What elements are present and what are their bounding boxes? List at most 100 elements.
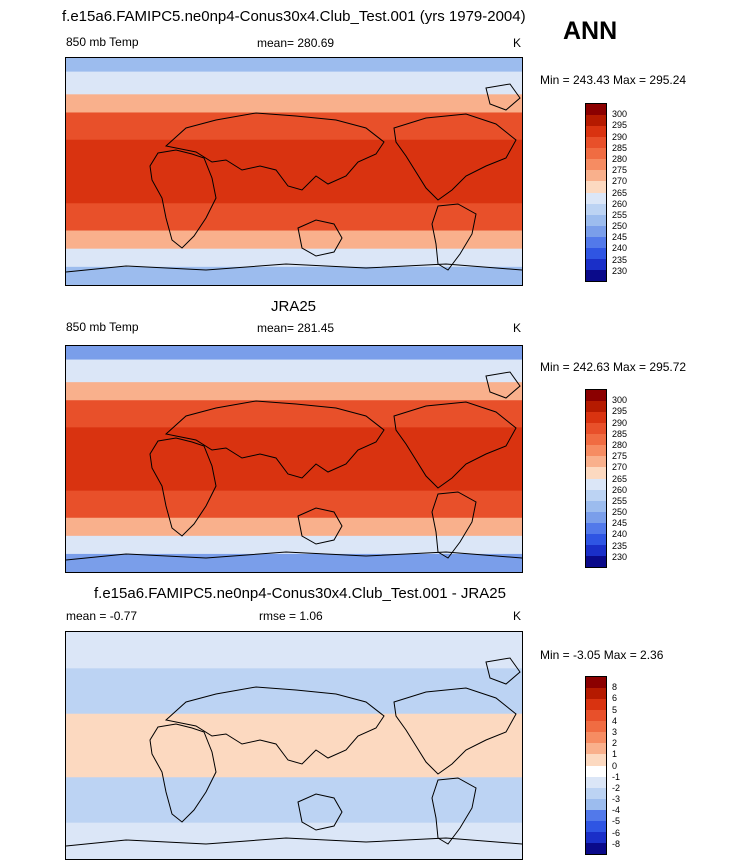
colorbar-label: 275 xyxy=(612,165,628,176)
coastline xyxy=(485,83,521,111)
map-band xyxy=(66,139,522,204)
colorbar-swatch xyxy=(586,489,606,501)
colorbar-label: -6 xyxy=(612,827,621,838)
map-band xyxy=(66,427,522,492)
colorbar-swatch xyxy=(586,820,606,832)
colorbar-swatch xyxy=(586,533,606,545)
colorbar-label: 4 xyxy=(612,715,618,726)
colorbar-label: 8 xyxy=(612,682,618,693)
colorbar-label: 295 xyxy=(612,406,628,417)
colorbar-label: -3 xyxy=(612,794,621,805)
colorbar-label: 240 xyxy=(612,529,628,540)
colorbar-label: 300 xyxy=(612,395,628,406)
coastline xyxy=(485,657,521,685)
map-band xyxy=(66,517,522,537)
colorbar-swatch xyxy=(586,699,606,711)
map-band xyxy=(66,230,522,250)
coastline xyxy=(297,793,343,831)
map-band xyxy=(66,58,522,73)
map-band xyxy=(66,777,522,806)
coastline xyxy=(297,507,343,545)
colorbar-label: -4 xyxy=(612,805,621,816)
colorbar-swatch xyxy=(586,721,606,733)
colorbar-swatch xyxy=(586,104,606,116)
colorbar-label: 6 xyxy=(612,693,618,704)
colorbar-swatch xyxy=(586,831,606,843)
coastline xyxy=(149,149,217,249)
colorbar-swatch xyxy=(586,159,606,171)
map-band xyxy=(66,804,522,824)
map-band xyxy=(66,632,522,647)
colorbar-label: 260 xyxy=(612,484,628,495)
colorbar-label: 285 xyxy=(612,142,628,153)
map-band xyxy=(66,112,522,141)
colorbar-label: 230 xyxy=(612,551,628,562)
colorbar-label: 265 xyxy=(612,187,628,198)
panel3-map xyxy=(65,631,523,860)
colorbar-swatch xyxy=(586,412,606,424)
map-band xyxy=(66,248,522,268)
colorbar-swatch xyxy=(586,511,606,523)
colorbar-swatch xyxy=(586,765,606,777)
colorbar-label: 255 xyxy=(612,209,628,220)
colorbar-label: -2 xyxy=(612,782,621,793)
colorbar-swatch xyxy=(586,787,606,799)
colorbar-swatch xyxy=(586,809,606,821)
colorbar-label: 260 xyxy=(612,198,628,209)
map-band xyxy=(66,668,522,687)
map-band xyxy=(66,535,522,555)
coastline xyxy=(431,203,477,271)
coastline xyxy=(297,219,343,257)
panel1-mean-label: mean= 280.69 xyxy=(257,36,335,50)
colorbar-swatch xyxy=(586,203,606,215)
map-band xyxy=(66,346,522,361)
colorbar-swatch xyxy=(586,269,606,281)
colorbar-label: 290 xyxy=(612,131,628,142)
coastline xyxy=(431,777,477,845)
panel1-variable-label: 850 mb Temp xyxy=(66,35,139,49)
colorbar-label: -1 xyxy=(612,771,621,782)
colorbar-swatch xyxy=(586,225,606,237)
colorbar-swatch xyxy=(586,677,606,689)
panel2-variable-label: 850 mb Temp xyxy=(66,320,139,334)
colorbar-swatch xyxy=(586,743,606,755)
map-band xyxy=(66,840,522,859)
map-band xyxy=(66,400,522,428)
panel2-minmax: Min = 242.63 Max = 295.72 xyxy=(540,360,687,374)
coastline xyxy=(164,112,385,191)
colorbar-swatch xyxy=(586,688,606,700)
colorbar-label: 285 xyxy=(612,428,628,439)
panel3-rmse-label: rmse = 1.06 xyxy=(259,609,323,623)
map-band xyxy=(66,359,522,383)
panel3-mean-label: mean = -0.77 xyxy=(66,609,138,623)
colorbar-swatch xyxy=(586,192,606,204)
colorbar-label: 265 xyxy=(612,473,628,484)
colorbar-swatch xyxy=(586,423,606,435)
colorbar-label: 5 xyxy=(612,704,618,715)
coastline xyxy=(393,401,517,489)
panel1-map xyxy=(65,57,523,286)
colorbar-swatch xyxy=(586,456,606,468)
colorbar-swatch xyxy=(586,247,606,259)
panel1-minmax: Min = 243.43 Max = 295.24 xyxy=(540,73,687,87)
colorbar-swatch xyxy=(586,500,606,512)
colorbar-label: 300 xyxy=(612,109,628,120)
colorbar-label: 240 xyxy=(612,243,628,254)
map-band xyxy=(66,94,522,113)
colorbar-swatch xyxy=(586,522,606,534)
colorbar-swatch xyxy=(586,236,606,248)
coastline xyxy=(66,551,522,561)
colorbar-swatch xyxy=(586,754,606,766)
colorbar-label: -8 xyxy=(612,838,621,849)
colorbar-swatch xyxy=(586,401,606,413)
panel2-title: JRA25 xyxy=(271,298,317,315)
colorbar-swatch xyxy=(586,842,606,854)
colorbar-swatch xyxy=(586,732,606,744)
colorbar-swatch xyxy=(586,555,606,567)
colorbar-label: 250 xyxy=(612,507,628,518)
colorbar-label: 235 xyxy=(612,254,628,265)
panel2-units-label: K xyxy=(513,321,522,335)
colorbar-label: 280 xyxy=(612,153,628,164)
colorbar-label: 270 xyxy=(612,462,628,473)
colorbar-swatch xyxy=(586,445,606,457)
